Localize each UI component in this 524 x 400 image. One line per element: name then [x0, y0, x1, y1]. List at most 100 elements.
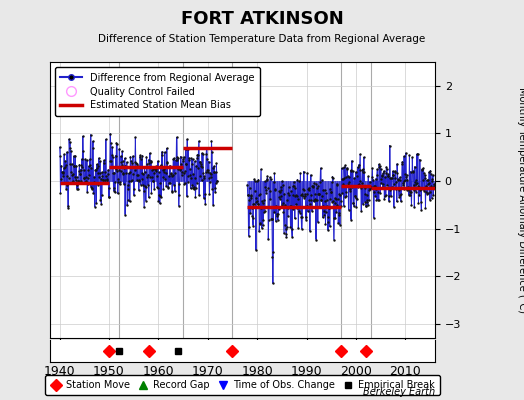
Point	[85, 172, 93, 178]
Point	[333, 182, 342, 188]
Point	[106, 140, 115, 146]
Point	[78, 164, 86, 170]
Point	[86, 132, 95, 138]
Point	[71, 177, 80, 184]
Point	[201, 201, 210, 207]
Point	[178, 172, 186, 178]
Point	[379, 181, 388, 188]
Point	[414, 184, 423, 190]
Point	[156, 193, 164, 200]
Point	[260, 208, 269, 214]
Point	[128, 164, 136, 170]
Point	[318, 192, 326, 199]
Point	[83, 180, 92, 187]
Point	[63, 181, 72, 188]
Point	[314, 182, 322, 189]
Point	[340, 202, 348, 209]
Point	[92, 200, 101, 206]
Point	[91, 167, 100, 173]
Point	[402, 172, 411, 178]
Point	[382, 164, 390, 170]
Point	[171, 157, 180, 164]
Point	[57, 162, 66, 169]
Point	[395, 177, 403, 184]
Point	[406, 192, 414, 199]
Point	[420, 175, 429, 181]
Point	[59, 170, 67, 176]
Point	[161, 176, 169, 182]
Point	[194, 138, 203, 144]
Point	[122, 164, 130, 170]
Point	[127, 176, 136, 183]
Point	[400, 186, 409, 192]
Point	[146, 174, 155, 180]
Point	[75, 170, 84, 177]
Point	[201, 190, 209, 197]
Point	[133, 172, 141, 178]
Point	[269, 249, 277, 256]
Point	[312, 181, 321, 187]
Point	[112, 140, 121, 146]
Point	[108, 154, 117, 160]
Point	[152, 163, 160, 170]
Point	[409, 186, 418, 193]
Point	[271, 218, 280, 224]
Point	[351, 195, 359, 201]
Point	[64, 203, 72, 209]
Point	[324, 219, 333, 225]
Point	[377, 180, 385, 187]
Point	[422, 189, 431, 196]
Point	[392, 178, 400, 185]
Point	[374, 197, 383, 203]
Point	[67, 147, 75, 154]
Point	[351, 193, 359, 199]
Point	[277, 186, 286, 193]
Point	[191, 194, 200, 201]
Point	[129, 170, 137, 177]
Point	[116, 168, 125, 174]
Point	[410, 204, 419, 210]
Point	[302, 217, 310, 223]
Point	[386, 142, 394, 149]
Point	[346, 168, 355, 174]
Point	[267, 216, 276, 222]
Point	[68, 179, 77, 186]
Point	[313, 197, 321, 204]
Point	[320, 208, 328, 214]
Point	[173, 166, 182, 173]
Point	[302, 203, 311, 210]
Point	[413, 150, 422, 157]
Point	[261, 184, 269, 191]
Point	[180, 170, 188, 176]
Point	[180, 181, 189, 187]
Point	[309, 184, 318, 190]
Point	[374, 188, 383, 195]
Point	[309, 198, 318, 204]
Point	[287, 203, 295, 209]
Point	[268, 216, 276, 222]
Point	[246, 194, 255, 201]
Point	[417, 186, 425, 192]
Point	[366, 179, 374, 186]
Point	[59, 173, 68, 180]
Point	[140, 204, 148, 210]
Point	[107, 158, 115, 164]
Text: 1990: 1990	[291, 365, 322, 378]
Point	[250, 178, 259, 184]
Point	[355, 162, 363, 168]
Point	[153, 184, 161, 190]
Point	[78, 156, 86, 162]
Point	[250, 176, 258, 182]
Point	[415, 192, 423, 198]
Point	[413, 180, 421, 186]
Point	[304, 184, 313, 191]
Point	[320, 212, 329, 218]
Point	[336, 198, 345, 204]
Point	[368, 174, 376, 180]
Point	[312, 236, 320, 243]
Point	[108, 164, 116, 170]
Point	[114, 179, 123, 186]
Point	[79, 166, 88, 173]
Point	[84, 175, 92, 181]
Point	[354, 181, 363, 188]
